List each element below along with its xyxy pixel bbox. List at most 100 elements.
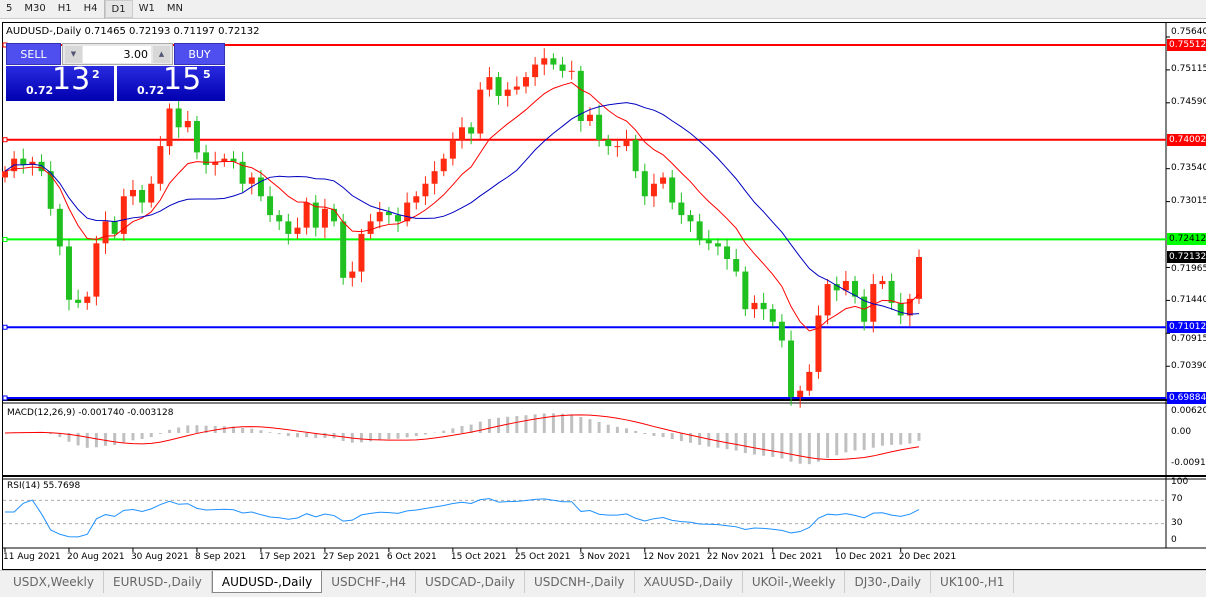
timeframe-D1[interactable]: D1 bbox=[104, 0, 133, 18]
bearish-candle bbox=[742, 271, 749, 310]
line-handle bbox=[2, 324, 8, 330]
bullish-candle bbox=[568, 70, 575, 72]
chart-tab[interactable]: USDX,Weekly bbox=[4, 571, 104, 593]
decrease-lot-icon[interactable]: ▼ bbox=[65, 46, 82, 63]
bullish-candle bbox=[294, 227, 301, 234]
bullish-candle bbox=[166, 108, 173, 147]
bullish-candle bbox=[513, 86, 520, 90]
chart-window[interactable] bbox=[2, 22, 1206, 570]
bearish-candle bbox=[20, 158, 27, 165]
rsi-line bbox=[5, 498, 920, 538]
price-axis-label: 0.71965 bbox=[1171, 263, 1206, 274]
rsi-axis-label: 70 bbox=[1171, 494, 1183, 505]
bearish-candle bbox=[705, 240, 712, 244]
bullish-candle bbox=[367, 221, 374, 234]
bullish-candle bbox=[221, 158, 228, 162]
bearish-candle bbox=[605, 139, 612, 147]
bullish-candle bbox=[486, 77, 493, 90]
macd-axis-label: 0.006201 bbox=[1171, 406, 1206, 416]
chart-tab[interactable]: USDCNH-,Daily bbox=[525, 571, 635, 593]
date-axis-label: 10 Dec 2021 bbox=[834, 552, 893, 562]
bearish-candle bbox=[495, 77, 502, 96]
chart-title: AUDUSD-,Daily 0.71465 0.72193 0.71197 0.… bbox=[6, 26, 260, 37]
timeframe-H4[interactable]: H4 bbox=[83, 3, 98, 14]
chart-tab[interactable]: DJ30-,Daily bbox=[845, 571, 932, 593]
bullish-candle bbox=[522, 77, 529, 87]
bearish-candle bbox=[714, 243, 721, 247]
bearish-candle bbox=[778, 321, 785, 341]
bearish-candle bbox=[65, 246, 72, 300]
timeframe-MN[interactable]: MN bbox=[166, 3, 183, 14]
rsi-label: RSI(14) 55.7698 bbox=[7, 481, 81, 491]
increase-lot-icon[interactable]: ▲ bbox=[153, 46, 170, 63]
bearish-candle bbox=[38, 161, 45, 172]
rsi-axis-label: 0 bbox=[1171, 535, 1177, 545]
bearish-candle bbox=[788, 340, 795, 397]
timeframe-toolbar: 5 M30 H1 H4 D1 W1 MN bbox=[0, 0, 1206, 19]
chart-tab[interactable]: UKOil-,Weekly bbox=[743, 571, 846, 593]
bearish-candle bbox=[577, 70, 584, 122]
chart-tab[interactable]: UK100-,H1 bbox=[931, 571, 1015, 593]
chart-tab[interactable]: USDCAD-,Daily bbox=[416, 571, 525, 593]
date-axis-label: 30 Aug 2021 bbox=[130, 552, 189, 562]
bearish-candle bbox=[331, 208, 338, 222]
buy-button[interactable]: BUY bbox=[174, 43, 225, 65]
bearish-candle bbox=[175, 108, 182, 128]
sell-button[interactable]: SELL bbox=[6, 43, 61, 65]
price-line-tag: 0.69884 bbox=[1167, 391, 1206, 404]
rsi-axis-label: 30 bbox=[1171, 517, 1183, 528]
price-axis-label: 0.74590 bbox=[1171, 97, 1206, 108]
bearish-candle bbox=[203, 152, 210, 165]
bearish-candle bbox=[733, 259, 740, 272]
slow-moving-average-line bbox=[4, 102, 920, 315]
bearish-candle bbox=[769, 309, 776, 322]
bullish-candle bbox=[184, 121, 191, 128]
bullish-candle bbox=[93, 243, 100, 297]
bearish-candle bbox=[897, 302, 904, 316]
date-axis-label: 15 Oct 2021 bbox=[450, 552, 507, 562]
bullish-candle bbox=[431, 171, 438, 184]
price-axis-label: 0.73540 bbox=[1171, 163, 1206, 174]
bearish-candle bbox=[285, 221, 292, 234]
bearish-candle bbox=[395, 215, 402, 222]
chart-canvas[interactable] bbox=[0, 0, 1206, 570]
chart-tab[interactable]: USDCHF-,H4 bbox=[322, 571, 416, 593]
date-axis-label: 12 Nov 2021 bbox=[642, 552, 701, 562]
price-axis-label: 0.73015 bbox=[1171, 196, 1206, 207]
price-line-tag: 0.74002 bbox=[1167, 133, 1206, 146]
bearish-candle bbox=[550, 58, 557, 65]
bullish-candle bbox=[459, 127, 465, 140]
bullish-candle bbox=[815, 315, 822, 372]
buy-price[interactable]: 0.72 15 5 bbox=[117, 62, 225, 101]
timeframe-M30[interactable]: M30 bbox=[24, 3, 46, 14]
macd-label: MACD(12,26,9) -0.001740 -0.003128 bbox=[7, 408, 174, 418]
bullish-candle bbox=[212, 161, 219, 165]
chart-tab[interactable]: AUDUSD-,Daily bbox=[211, 571, 323, 593]
bullish-candle bbox=[120, 196, 127, 234]
lot-size-input[interactable]: 3.00 bbox=[83, 46, 151, 63]
bearish-candle bbox=[724, 246, 731, 260]
bullish-candle bbox=[504, 89, 511, 96]
bearish-candle bbox=[385, 211, 392, 216]
bearish-candle bbox=[193, 121, 200, 153]
bullish-candle bbox=[623, 139, 630, 147]
timeframe-5[interactable]: 5 bbox=[6, 3, 13, 14]
bullish-candle bbox=[303, 202, 310, 228]
lot-size-stepper[interactable]: ▼ 3.00 ▲ bbox=[62, 43, 173, 65]
bullish-candle bbox=[477, 89, 484, 134]
bullish-candle bbox=[422, 183, 429, 197]
bullish-candle bbox=[586, 114, 593, 122]
price-axis-label: 0.75640 bbox=[1171, 27, 1206, 37]
timeframe-W1[interactable]: W1 bbox=[138, 3, 155, 14]
bullish-candle bbox=[614, 146, 621, 148]
bearish-candle bbox=[47, 171, 54, 209]
date-axis-label: 8 Sep 2021 bbox=[194, 552, 247, 562]
line-handle bbox=[2, 137, 8, 143]
chart-tab[interactable]: EURUSD-,Daily bbox=[104, 571, 212, 593]
chart-tab[interactable]: XAUUSD-,Daily bbox=[635, 571, 743, 593]
timeframe-H1[interactable]: H1 bbox=[57, 3, 72, 14]
sell-price[interactable]: 0.72 13 2 bbox=[6, 62, 114, 101]
bearish-candle bbox=[678, 202, 685, 216]
bearish-candle bbox=[696, 221, 703, 241]
bullish-candle bbox=[349, 271, 356, 278]
